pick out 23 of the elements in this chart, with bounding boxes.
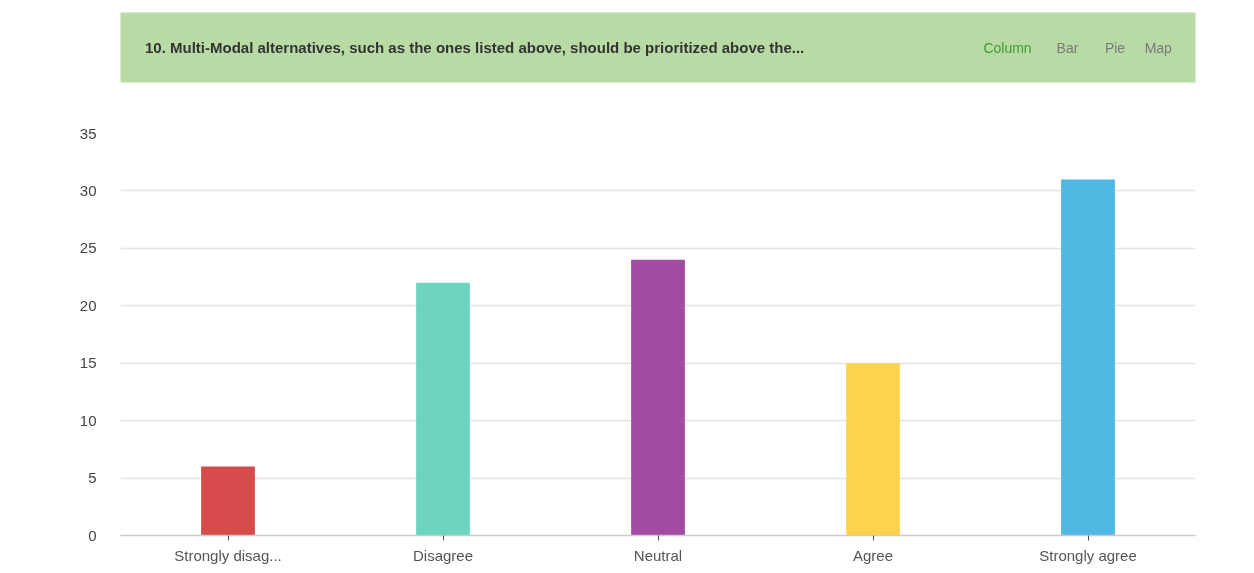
y-tick-label: 15 [79,354,97,372]
text: Pie [1104,39,1126,56]
x-tick-label: Agree [852,546,894,564]
y-tick-label: 10 [79,411,97,429]
bar [846,363,900,536]
y-tick-label: 20 [79,296,97,314]
bar [1061,179,1115,536]
text: Map [1144,39,1173,56]
x-tick-label: Strongly agree [1039,546,1137,564]
text: Bar [1056,39,1079,56]
bar [201,466,255,536]
bar [416,282,470,536]
text: Column [983,39,1032,56]
x-tick-label: Strongly disag... [174,546,282,564]
chart-title: 10. Multi-Modal alternatives, such as the ones listed above, should be prioritized above the... [144,39,805,56]
x-tick-label: Neutral [633,546,683,564]
bar [631,259,685,536]
y-tick-label: 5 [88,469,97,487]
x-tick-label: Disagree [412,546,474,564]
y-tick-label: 0 [88,526,97,544]
y-tick-label: 30 [79,181,97,199]
y-tick-label: 35 [79,124,97,142]
y-tick-label: 25 [79,239,97,257]
